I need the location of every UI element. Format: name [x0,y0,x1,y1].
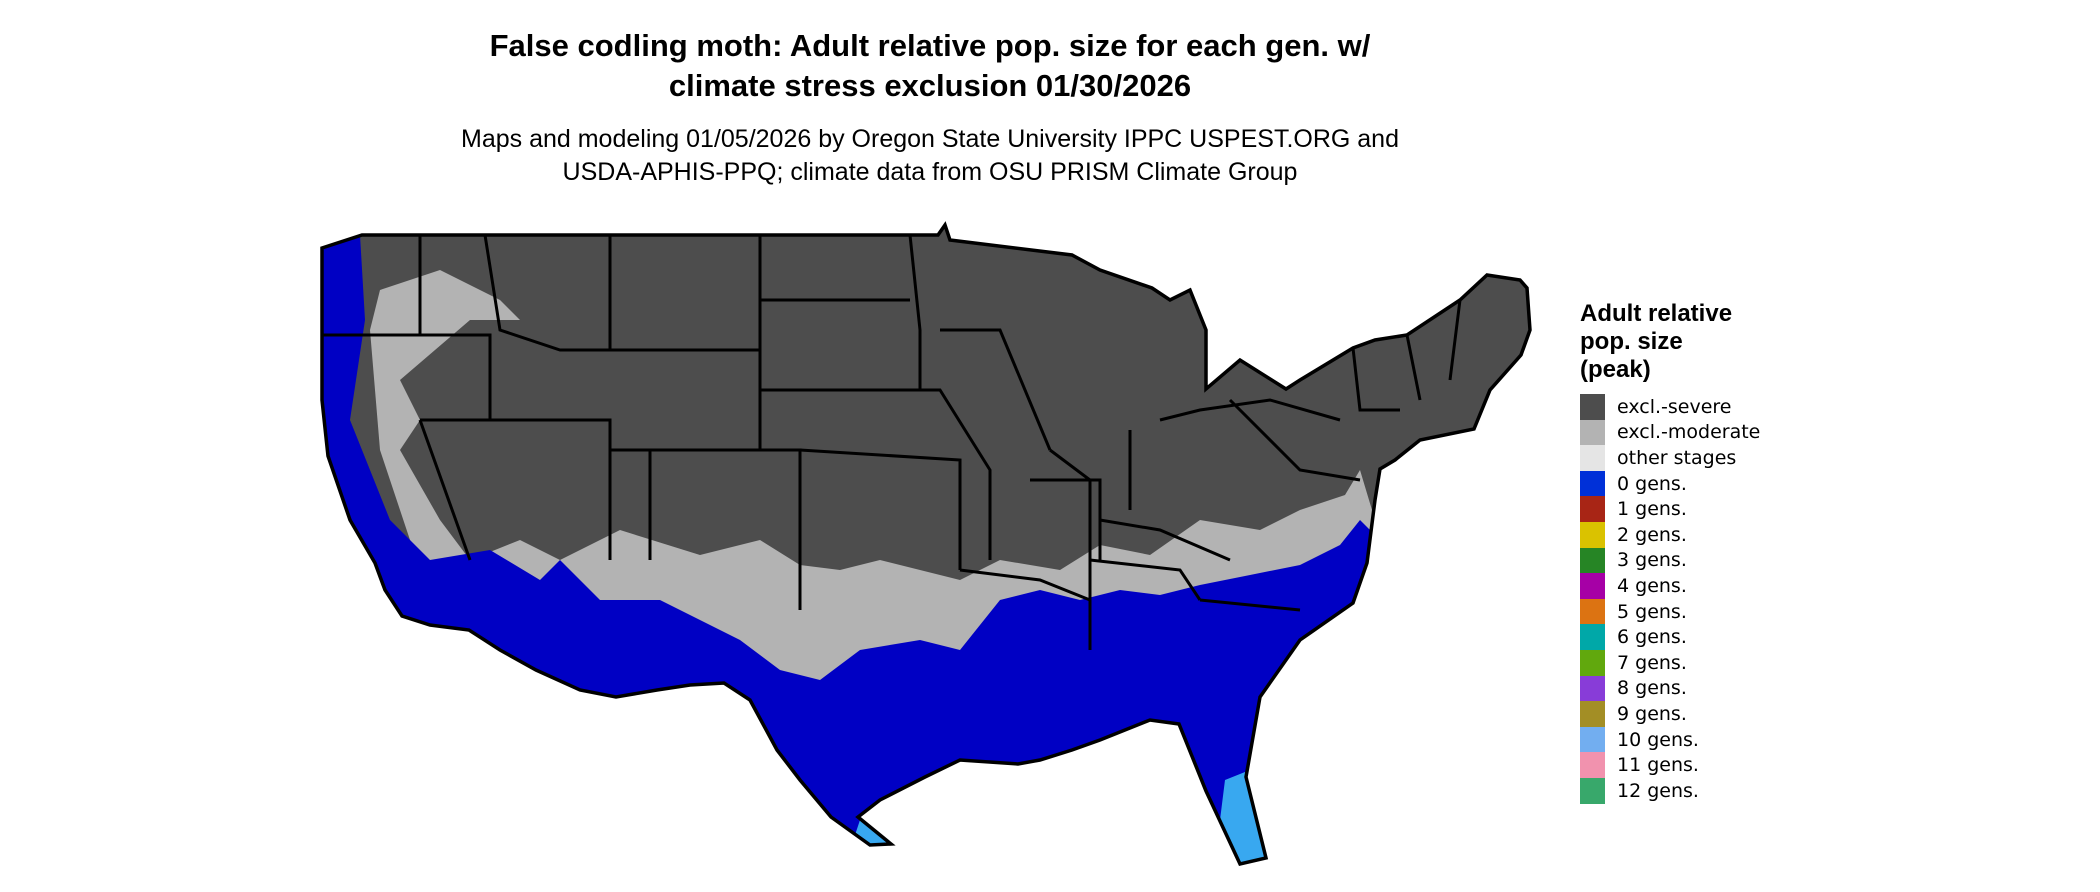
legend-label: excl.-severe [1617,395,1732,418]
legend-item: 7 gens. [1580,649,1760,676]
legend-label: 10 gens. [1617,728,1699,751]
legend-label: 8 gens. [1617,677,1687,700]
legend-label: 4 gens. [1617,574,1687,597]
state-border [799,448,962,570]
legend: Adult relative pop. size (peak) excl.-se… [1580,300,1760,804]
legend-swatch [1580,470,1605,497]
legend-swatch [1580,496,1605,522]
legend-label: 5 gens. [1617,600,1687,623]
legend-item: 0 gens. [1580,470,1760,497]
legend-swatch [1580,573,1605,599]
legend-item: excl.-severe [1580,394,1760,420]
excl-moderate-northwest-region [370,270,520,570]
state-border [760,388,992,560]
legend-label: other stages [1617,446,1737,469]
legend-swatch [1580,419,1605,446]
legend-label: 2 gens. [1617,523,1687,546]
legend-title-line: pop. size [1580,328,1683,355]
legend-swatch [1580,547,1605,574]
state-border [940,328,1052,451]
state-border [908,234,922,390]
legend-item: 4 gens. [1580,573,1760,599]
legend-label: excl.-moderate [1617,421,1761,444]
legend-item: 2 gens. [1580,521,1760,548]
state-border [1228,398,1361,482]
legend-item: other stages [1580,445,1760,471]
legend-label: 3 gens. [1617,549,1687,572]
legend-label: 1 gens. [1617,498,1687,521]
legend-swatch [1580,624,1605,650]
legend-swatch [1580,726,1605,753]
legend-swatch [1580,649,1605,676]
map-title-line2: climate stress exclusion 01/30/2026 [668,68,1192,103]
legend-label: 9 gens. [1617,702,1687,725]
legend-swatch [1580,521,1605,548]
legend-item: excl.-moderate [1580,419,1761,446]
legend-item: 11 gens. [1580,752,1760,778]
state-border [483,234,612,352]
map-title-line1: False codling moth: Adult relative pop. … [489,28,1371,63]
legend-item: 1 gens. [1580,496,1760,522]
state-border [959,568,1091,602]
legend-swatch [1580,675,1605,702]
legend-item: 10 gens. [1580,726,1760,753]
map-subtitle-line1: Maps and modeling 01/05/2026 by Oregon S… [461,125,1399,153]
legend-swatch [1580,777,1605,804]
legend-swatch [1580,598,1605,625]
state-border [1099,518,1231,562]
legend-item: 8 gens. [1580,675,1760,702]
legend-label: 7 gens. [1617,651,1687,674]
legend-title-line: Adult relative [1580,300,1733,327]
state-border [1030,478,1102,560]
map-subtitle-line2: USDA-APHIS-PPQ; climate data from OSU PR… [562,158,1298,186]
state-border [418,419,472,561]
state-border [1089,558,1202,601]
legend-item: 6 gens. [1580,624,1760,650]
legend-item: 5 gens. [1580,598,1760,625]
legend-item: 12 gens. [1580,777,1760,804]
legend-label: 11 gens. [1617,754,1699,777]
legend-label: 12 gens. [1617,779,1699,802]
legend-swatch [1580,445,1605,471]
state-border [1448,299,1462,381]
legend-label: 6 gens. [1617,626,1687,649]
florida-tip-region [1220,770,1266,864]
us-outline [320,221,1532,867]
state-border [1351,347,1400,412]
legend-item: 9 gens. [1580,701,1760,727]
legend-swatch [1580,752,1605,778]
state-border [322,333,492,420]
state-borders [322,234,1462,650]
state-border [420,418,612,560]
legend-label: 0 gens. [1617,472,1687,495]
legend-swatch [1580,394,1605,420]
legend-swatch [1580,701,1605,727]
state-border [1199,598,1301,612]
legend-title-line: (peak) [1580,356,1651,383]
legend-item: 3 gens. [1580,547,1760,574]
state-border [1405,334,1422,401]
legend-title: Adult relative pop. size (peak) [1580,300,1760,384]
